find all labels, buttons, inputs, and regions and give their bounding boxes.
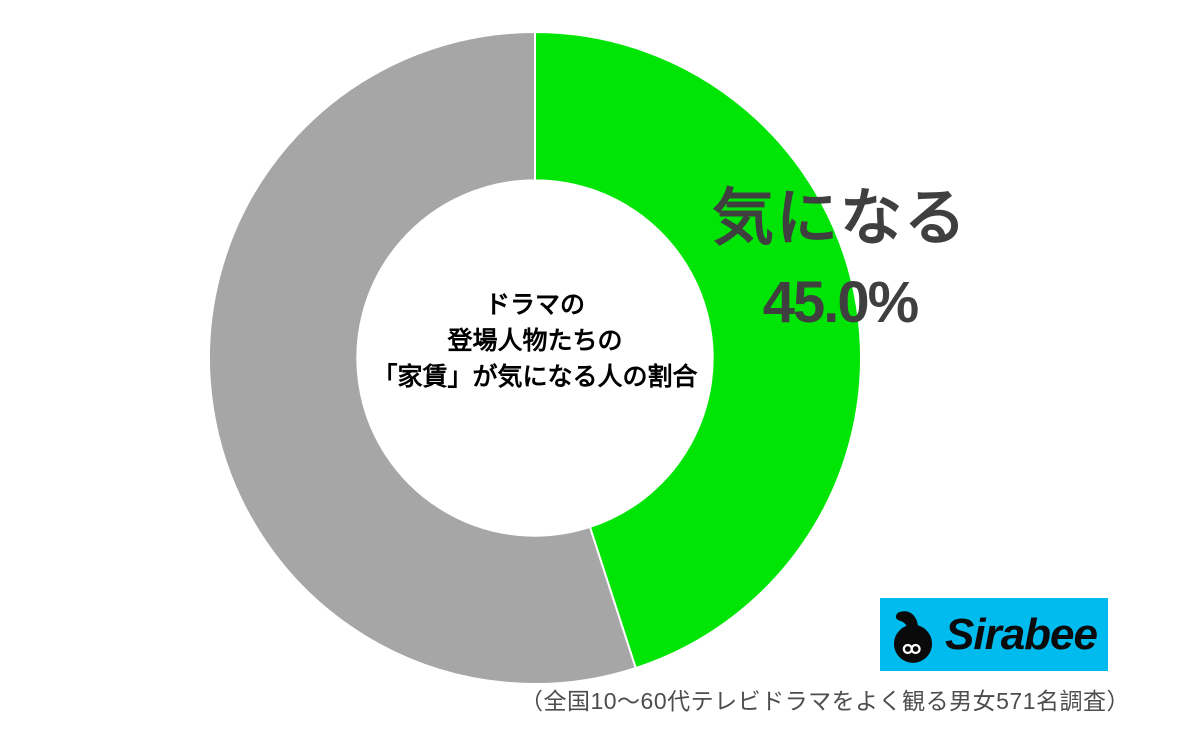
donut-slice xyxy=(208,30,638,685)
sirabee-logo: Sirabee xyxy=(880,598,1108,671)
sirabee-logo-text: Sirabee xyxy=(945,609,1098,659)
slice-callout: 気になる 45.0% xyxy=(640,186,1040,336)
sirabee-mascot-icon xyxy=(893,610,933,663)
slice-callout-label: 気になる xyxy=(711,184,968,253)
survey-caption: （全国10〜60代テレビドラマをよく観る男女571名調査） xyxy=(519,688,1130,714)
donut-center-title: ドラマの 登場人物たちの 「家賃」が気になる人の割合 xyxy=(355,287,715,395)
center-title-line: ドラマの xyxy=(484,291,585,319)
center-title-line: 「家賃」が気になる人の割合 xyxy=(372,363,698,391)
donut-slice xyxy=(534,30,862,670)
slice-callout-value: 45.0% xyxy=(762,270,919,336)
center-title-line: 登場人物たちの xyxy=(447,327,623,355)
donut-chart xyxy=(208,30,862,685)
